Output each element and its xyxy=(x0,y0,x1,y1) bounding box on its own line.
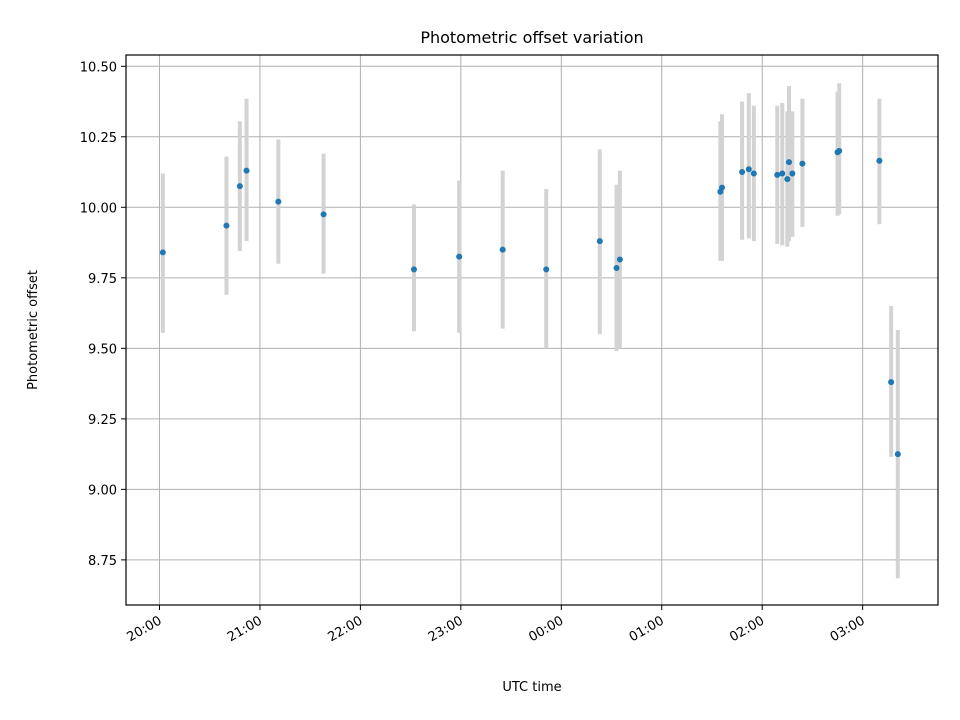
y-tick-label: 9.25 xyxy=(88,413,117,428)
data-point xyxy=(499,246,506,253)
data-point xyxy=(159,249,166,256)
data-point xyxy=(799,160,806,167)
data-point xyxy=(616,256,623,263)
data-point xyxy=(774,171,781,178)
data-point xyxy=(888,379,895,386)
plot-frame xyxy=(125,54,939,606)
y-tick-label: 9.50 xyxy=(88,342,117,357)
data-point xyxy=(243,167,250,174)
data-point xyxy=(876,157,883,164)
data-point xyxy=(785,159,792,166)
y-tick-label: 9.00 xyxy=(88,483,117,498)
y-tick-label: 9.75 xyxy=(88,272,117,287)
data-point xyxy=(410,266,417,273)
data-point xyxy=(789,170,796,177)
x-axis-label: UTC time xyxy=(502,680,561,695)
y-tick-label: 10.00 xyxy=(80,201,117,216)
y-axis-ticks: 8.75 9.00 9.25 9.50 9.75 10.00 10.25 10.50 xyxy=(80,60,126,569)
chart-title: Photometric offset variation xyxy=(420,28,643,47)
data-point xyxy=(275,198,282,205)
data-point xyxy=(739,169,746,176)
data-point xyxy=(236,183,243,190)
data-point xyxy=(836,147,843,154)
data-point xyxy=(750,170,757,177)
data-point xyxy=(779,170,786,177)
data-point xyxy=(719,184,726,191)
data-point xyxy=(223,222,230,229)
data-point xyxy=(613,264,620,271)
data-point xyxy=(543,266,550,273)
data-point xyxy=(596,238,603,245)
data-points xyxy=(159,147,901,458)
data-point xyxy=(784,176,791,183)
y-tick-label: 10.25 xyxy=(80,131,117,146)
y-tick-label: 10.50 xyxy=(80,60,117,75)
y-tick-label: 8.75 xyxy=(88,554,117,569)
data-point xyxy=(745,166,752,173)
data-point xyxy=(320,211,327,218)
y-axis-label: Photometric offset xyxy=(26,270,41,390)
data-point xyxy=(456,253,463,260)
data-point xyxy=(894,451,901,458)
